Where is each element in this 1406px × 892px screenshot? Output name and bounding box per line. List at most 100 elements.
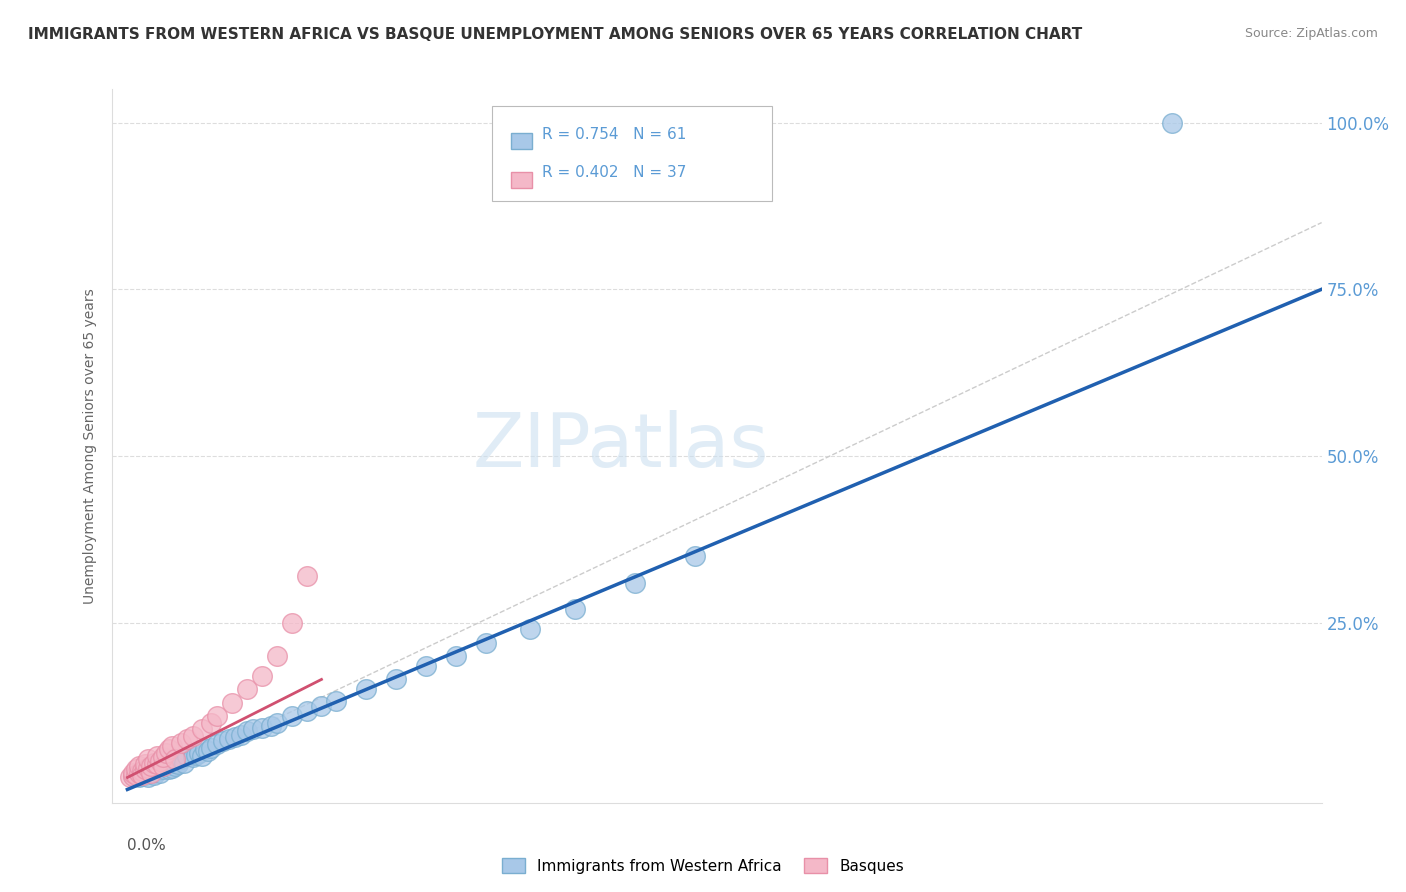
Point <box>146 749 169 764</box>
Point <box>250 721 273 735</box>
Point <box>191 749 214 764</box>
Point <box>131 769 153 783</box>
Point <box>136 771 159 785</box>
Point <box>157 763 180 777</box>
Point <box>197 744 219 758</box>
Point <box>155 746 177 760</box>
Point <box>143 763 166 777</box>
Point <box>122 769 145 783</box>
Point <box>173 756 195 770</box>
Point <box>519 623 541 637</box>
Y-axis label: Unemployment Among Seniors over 65 years: Unemployment Among Seniors over 65 years <box>83 288 97 604</box>
Point <box>242 723 264 737</box>
Point <box>120 771 142 785</box>
Point <box>165 752 187 766</box>
Point <box>474 636 496 650</box>
Point <box>683 549 706 563</box>
Point <box>131 768 153 782</box>
Point <box>152 763 174 777</box>
Point <box>131 764 153 778</box>
Point <box>146 764 169 778</box>
Point <box>146 757 169 772</box>
Legend: Immigrants from Western Africa, Basques: Immigrants from Western Africa, Basques <box>495 852 911 880</box>
Point <box>181 750 204 764</box>
Point <box>152 759 174 773</box>
Point <box>149 765 172 780</box>
Point <box>311 699 333 714</box>
Point <box>128 765 150 780</box>
Point <box>200 715 222 730</box>
Point <box>157 742 180 756</box>
Point <box>152 750 174 764</box>
Point <box>200 741 222 756</box>
Point <box>128 759 150 773</box>
Point <box>165 756 187 770</box>
Point <box>188 746 211 760</box>
Point <box>229 728 252 742</box>
Point <box>224 731 246 745</box>
Point <box>160 761 183 775</box>
Point <box>141 765 163 780</box>
Point <box>167 757 190 772</box>
Point <box>205 709 228 723</box>
Point <box>176 732 198 747</box>
Point <box>176 749 198 764</box>
Point <box>260 719 283 733</box>
Point <box>236 723 259 738</box>
Point <box>134 768 156 782</box>
Point <box>415 659 437 673</box>
Point <box>280 709 302 723</box>
Point <box>125 768 148 782</box>
Point <box>149 761 172 775</box>
Point <box>221 696 243 710</box>
Point <box>134 763 156 777</box>
Point <box>624 575 647 590</box>
Point <box>170 752 193 766</box>
Point <box>295 704 318 718</box>
Text: R = 0.754   N = 61: R = 0.754 N = 61 <box>541 127 686 142</box>
Point <box>141 759 163 773</box>
Point <box>194 742 217 756</box>
Point <box>122 769 145 783</box>
Point <box>136 765 159 780</box>
Point <box>155 752 177 766</box>
Point <box>250 669 273 683</box>
Point <box>295 569 318 583</box>
Point <box>266 649 288 664</box>
Text: Source: ZipAtlas.com: Source: ZipAtlas.com <box>1244 27 1378 40</box>
Point <box>1161 115 1184 129</box>
Point <box>152 759 174 773</box>
Point <box>212 734 235 748</box>
Point <box>134 757 156 772</box>
Text: ZIPatlas: ZIPatlas <box>472 409 769 483</box>
Point <box>149 755 172 769</box>
Point <box>444 649 467 664</box>
Point <box>266 715 288 730</box>
Point <box>143 768 166 782</box>
Point <box>184 747 207 762</box>
Point <box>280 615 302 630</box>
Point <box>136 752 159 766</box>
Text: 0.0%: 0.0% <box>128 838 166 854</box>
Point <box>125 768 148 782</box>
Point <box>385 673 408 687</box>
Point <box>143 756 166 770</box>
Point <box>122 765 145 780</box>
Point <box>160 739 183 753</box>
Point <box>236 682 259 697</box>
Point <box>181 729 204 743</box>
Point <box>141 765 163 780</box>
Point <box>128 771 150 785</box>
Point <box>165 759 187 773</box>
Point <box>170 736 193 750</box>
Point <box>325 694 347 708</box>
Point <box>218 732 240 747</box>
Point <box>155 757 177 772</box>
Point <box>125 763 148 777</box>
Point <box>205 737 228 751</box>
Text: R = 0.402   N = 37: R = 0.402 N = 37 <box>541 165 686 180</box>
Point <box>191 723 214 737</box>
Point <box>146 757 169 772</box>
Point <box>354 682 377 697</box>
Point <box>564 602 586 616</box>
